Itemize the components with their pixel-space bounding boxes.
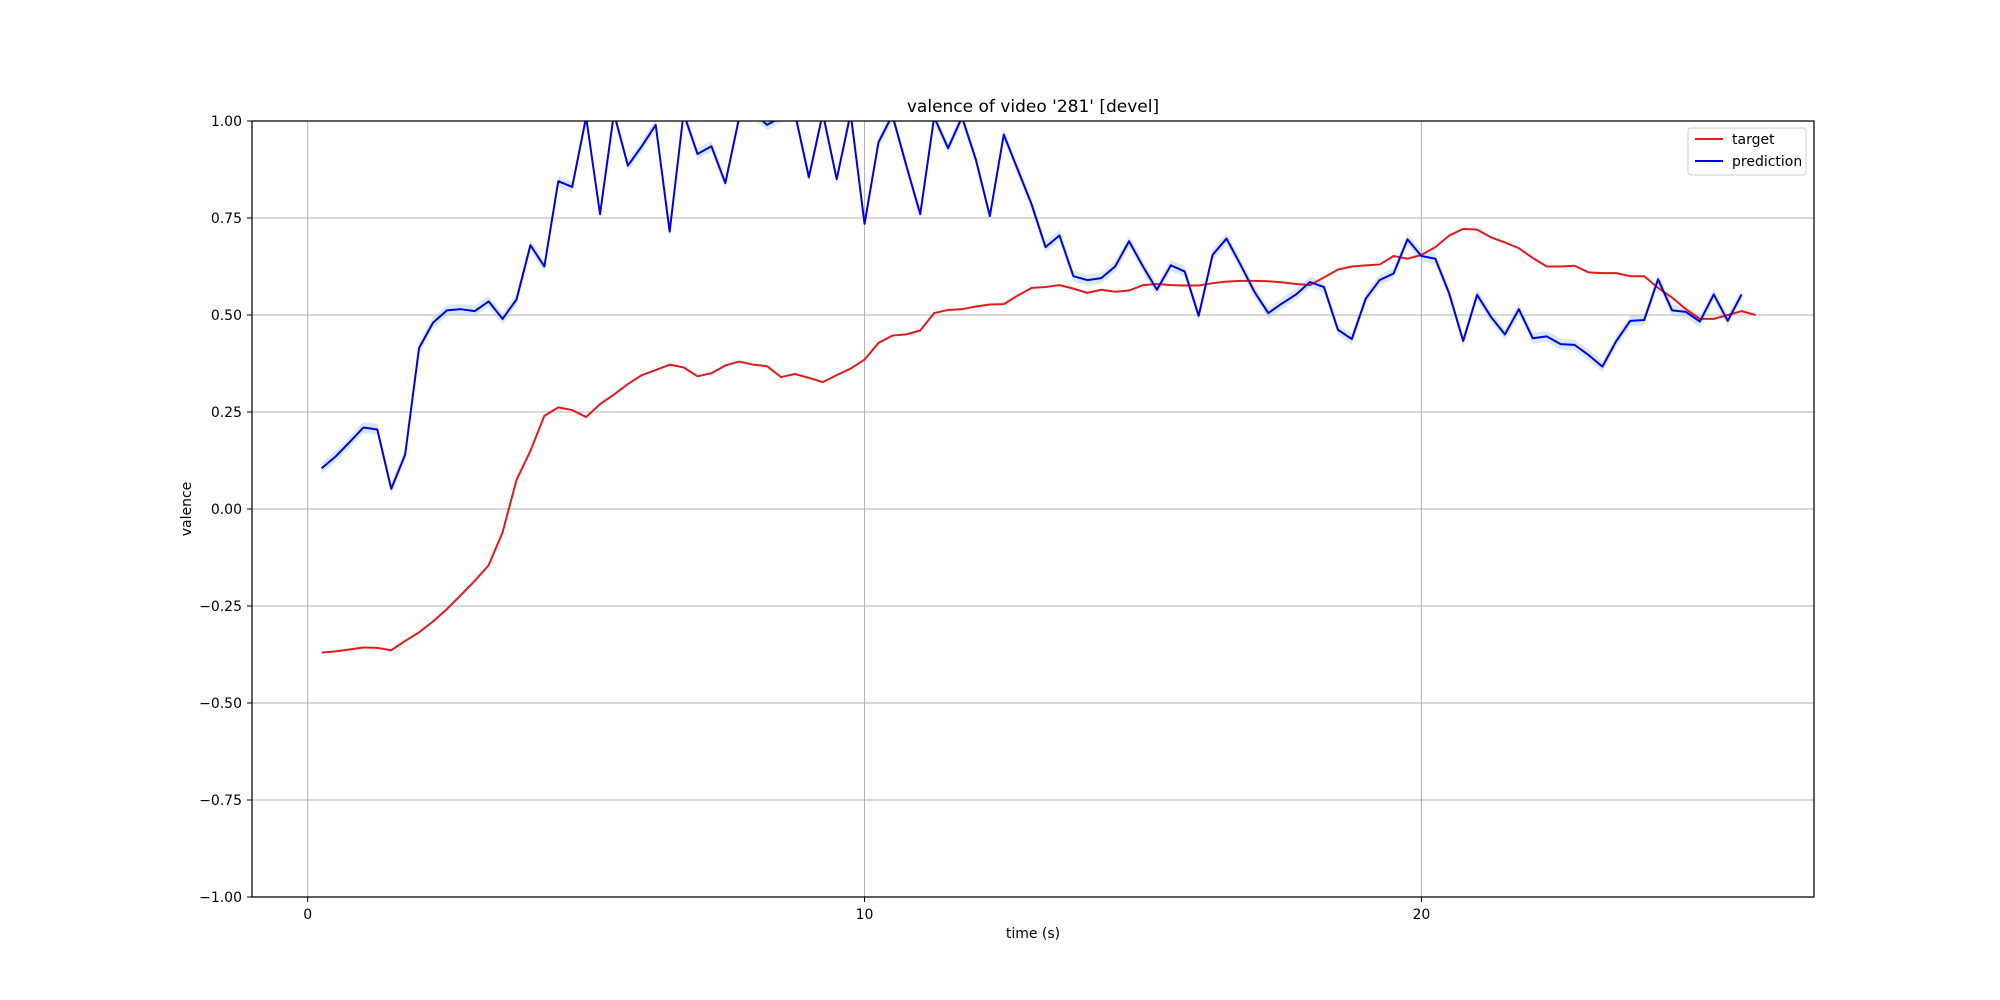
y-tick-label: 0.25 xyxy=(211,405,242,421)
legend-label-prediction: prediction xyxy=(1732,154,1802,170)
legend: target prediction xyxy=(1687,127,1807,176)
y-tick-label: 0.00 xyxy=(211,502,242,518)
y-tick-label: −0.25 xyxy=(199,599,242,615)
y-tick-label: 1.00 xyxy=(211,114,242,130)
grid-lines xyxy=(252,120,1814,898)
x-axis-label: time (s) xyxy=(1006,926,1060,942)
y-axis-ticks: 1.00 0.75 0.50 0.25 0.00 −0.25 −0.50 −0.75 −1.00 xyxy=(199,114,252,906)
y-tick-label: 0.75 xyxy=(211,211,242,227)
x-axis-ticks: 0 10 20 xyxy=(303,897,1430,923)
target-line xyxy=(321,227,1756,654)
y-tick-label: −1.00 xyxy=(199,890,242,906)
x-tick-label: 10 xyxy=(856,907,874,923)
y-tick-label: 0.50 xyxy=(211,308,242,324)
x-tick-label: 20 xyxy=(1412,907,1430,923)
y-axis-label: valence xyxy=(179,482,195,537)
plot-area xyxy=(320,121,1756,654)
prediction-line xyxy=(320,121,1743,490)
chart-title: valence of video '281' [devel] xyxy=(907,97,1159,117)
legend-label-target: target xyxy=(1732,132,1775,148)
y-tick-label: −0.75 xyxy=(199,793,242,809)
series-layer xyxy=(320,121,1756,654)
y-tick-label: −0.50 xyxy=(199,696,242,712)
x-tick-label: 0 xyxy=(303,907,312,923)
